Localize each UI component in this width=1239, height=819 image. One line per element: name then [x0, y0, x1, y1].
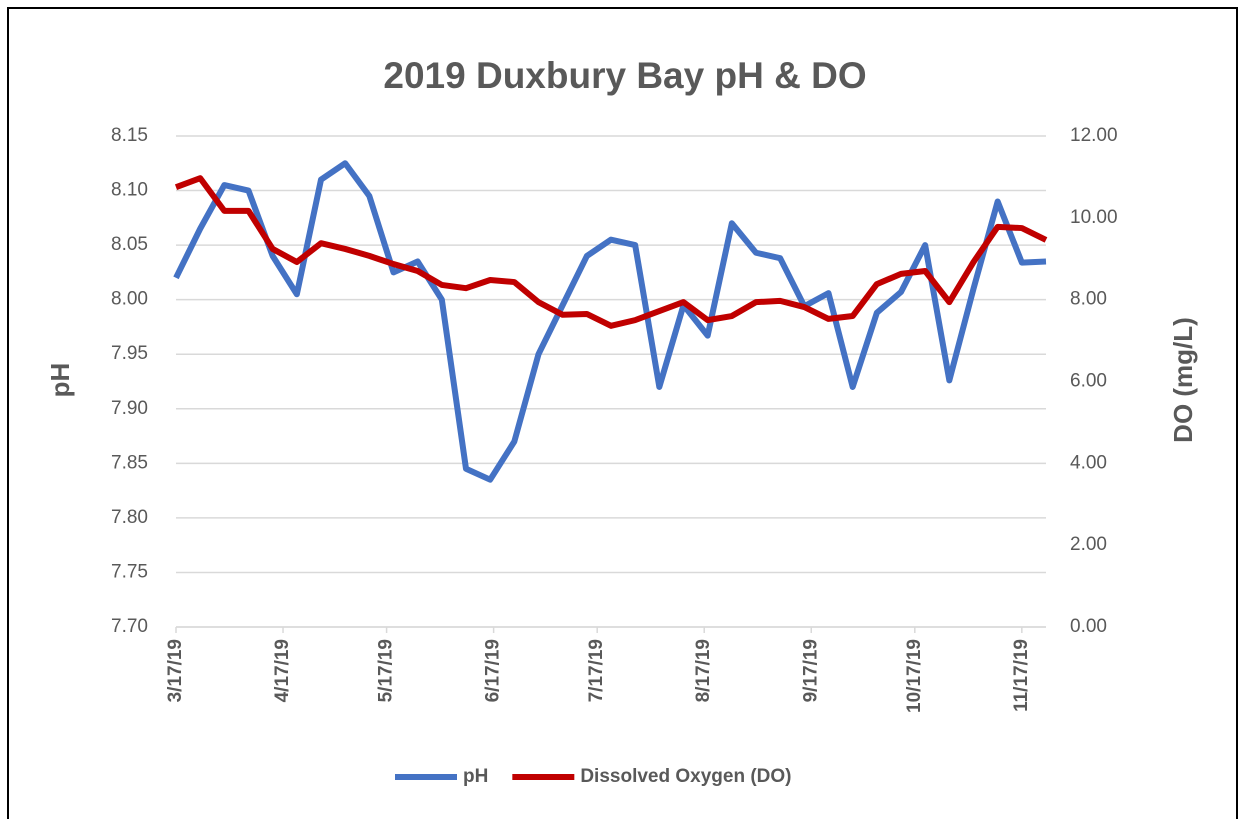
y-tick-label: 7.75 — [111, 561, 148, 582]
y2-axis-label: DO (mg/L) — [1168, 317, 1198, 443]
y-tick-label: 7.80 — [111, 507, 148, 528]
y-tick-label: 8.05 — [111, 234, 148, 255]
y2-tick-label: 6.00 — [1070, 371, 1107, 392]
y2-tick-label: 0.00 — [1070, 616, 1107, 637]
x-tick-label: 8/17/19 — [693, 639, 714, 702]
x-tick-label: 6/17/19 — [483, 639, 504, 702]
line-series — [174, 175, 1048, 329]
x-tick-label: 5/17/19 — [376, 639, 397, 702]
x-tick-label: 4/17/19 — [272, 639, 293, 702]
x-tick-label: 11/17/19 — [1011, 639, 1032, 712]
y-tick-label: 7.85 — [111, 452, 148, 473]
y-tick-label: 7.70 — [111, 616, 148, 637]
x-tick-label: 10/17/19 — [904, 639, 925, 713]
y-tick-label: 7.90 — [111, 398, 148, 419]
y2-tick-label: 8.00 — [1070, 289, 1107, 310]
x-tick-label: 3/17/19 — [165, 639, 186, 702]
chart-frame — [7, 7, 1238, 819]
legend-label: Dissolved Oxygen (DO) — [580, 766, 791, 787]
y2-tick-label: 2.00 — [1070, 534, 1107, 555]
y-axis-label: pH — [45, 363, 75, 398]
y-tick-label: 8.00 — [111, 289, 148, 310]
y2-tick-label: 12.00 — [1070, 125, 1118, 146]
chart-title: 2019 Duxbury Bay pH & DO — [383, 55, 866, 96]
y-tick-label: 8.15 — [111, 125, 148, 146]
y2-tick-label: 4.00 — [1070, 452, 1107, 473]
x-tick-label: 9/17/19 — [800, 639, 821, 702]
line-series — [173, 160, 1047, 483]
x-tick-label: 7/17/19 — [586, 639, 607, 702]
y2-tick-label: 10.00 — [1070, 207, 1118, 228]
y-tick-label: 7.95 — [111, 343, 148, 364]
legend-label: pH — [463, 766, 488, 787]
y-tick-label: 8.10 — [111, 180, 148, 201]
